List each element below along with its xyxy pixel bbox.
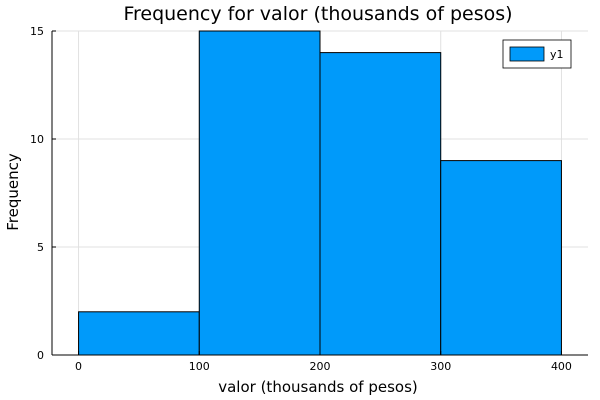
y-tick-label-3: 15 xyxy=(30,25,44,38)
chart-title: Frequency for valor (thousands of pesos) xyxy=(123,3,512,25)
bars-layer xyxy=(78,30,562,356)
legend-label: y1 xyxy=(550,48,564,61)
y-tick-label-1: 5 xyxy=(37,241,44,254)
histogram-bar-0 xyxy=(78,311,200,356)
x-tick-label-2: 200 xyxy=(310,360,331,373)
ticks-layer: 0 100 200 300 400 0 5 10 15 xyxy=(30,25,572,373)
x-tick-label-0: 0 xyxy=(75,360,82,373)
x-tick-label-4: 400 xyxy=(551,360,572,373)
x-tick-label-1: 100 xyxy=(189,360,210,373)
y-tick-label-0: 0 xyxy=(37,349,44,362)
histogram-bar-3 xyxy=(440,160,562,356)
histogram-bar-2 xyxy=(319,52,442,356)
histogram-bar-1 xyxy=(198,30,321,356)
y-axis-label: Frequency xyxy=(4,153,22,231)
x-tick-label-3: 300 xyxy=(430,360,451,373)
legend-swatch xyxy=(509,46,545,62)
x-axis-label: valor (thousands of pesos) xyxy=(218,378,418,396)
y-tick-label-2: 10 xyxy=(30,133,44,146)
legend: y1 xyxy=(502,39,572,69)
